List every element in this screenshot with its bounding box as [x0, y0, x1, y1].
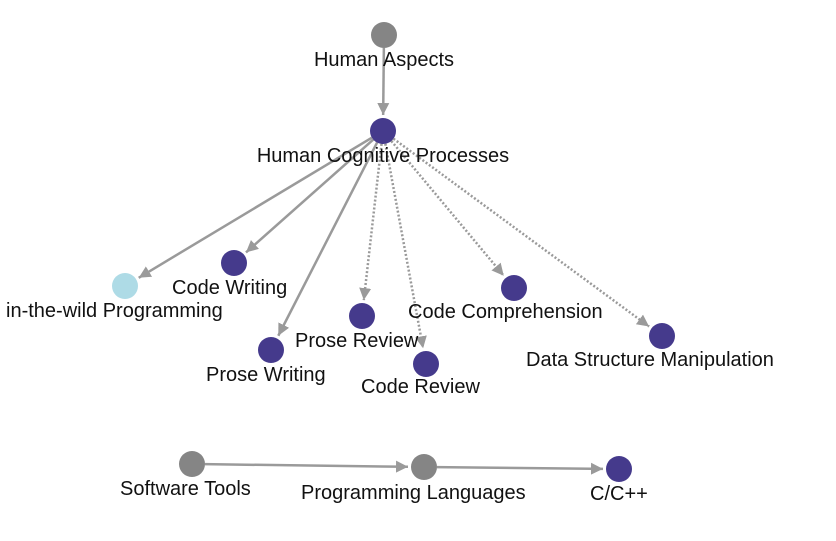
edge-human-aspects-to-human-cognitive [383, 47, 384, 116]
node-programming-languages[interactable] [411, 454, 437, 480]
edge-human-cognitive-to-code-comprehension [390, 140, 505, 277]
node-human-aspects[interactable] [371, 22, 397, 48]
node-prose-writing[interactable] [258, 337, 284, 363]
node-data-structure[interactable] [649, 323, 675, 349]
labels-layer: Human Aspects Human Cognitive Processes in… [6, 49, 774, 505]
edge-human-cognitive-to-prose-review [364, 143, 383, 301]
node-prose-review[interactable] [349, 303, 375, 329]
edge-human-cognitive-to-prose-writing [277, 142, 379, 337]
node-label-code-writing: Code Writing [172, 277, 287, 299]
nodes-layer [112, 22, 675, 482]
node-label-human-cognitive: Human Cognitive Processes [257, 145, 509, 167]
edge-programming-languages-to-c-cpp [436, 467, 604, 469]
node-code-review[interactable] [413, 351, 439, 377]
node-label-human-aspects: Human Aspects [314, 49, 454, 71]
node-label-programming-languages: Programming Languages [301, 482, 526, 504]
node-human-cognitive[interactable] [370, 118, 396, 144]
node-label-code-comprehension: Code Comprehension [408, 301, 603, 323]
node-label-prose-writing: Prose Writing [206, 364, 326, 386]
node-in-the-wild[interactable] [112, 273, 138, 299]
edge-human-cognitive-to-data-structure [392, 137, 650, 328]
node-software-tools[interactable] [179, 451, 205, 477]
node-label-software-tools: Software Tools [120, 478, 251, 500]
node-label-prose-review: Prose Review [295, 330, 419, 352]
edge-software-tools-to-programming-languages [204, 464, 409, 467]
edge-human-cognitive-to-code-writing [245, 138, 375, 254]
edge-human-cognitive-to-in-the-wild [138, 136, 373, 279]
node-label-in-the-wild: in-the-wild Programming [6, 300, 223, 322]
edge-human-cognitive-to-code-review [384, 143, 423, 349]
node-c-cpp[interactable] [606, 456, 632, 482]
node-code-comprehension[interactable] [501, 275, 527, 301]
node-label-code-review: Code Review [361, 376, 481, 398]
node-code-writing[interactable] [221, 250, 247, 276]
node-label-c-cpp: C/C++ [590, 483, 648, 505]
node-label-data-structure: Data Structure Manipulation [526, 349, 774, 371]
edges-layer [138, 47, 650, 469]
